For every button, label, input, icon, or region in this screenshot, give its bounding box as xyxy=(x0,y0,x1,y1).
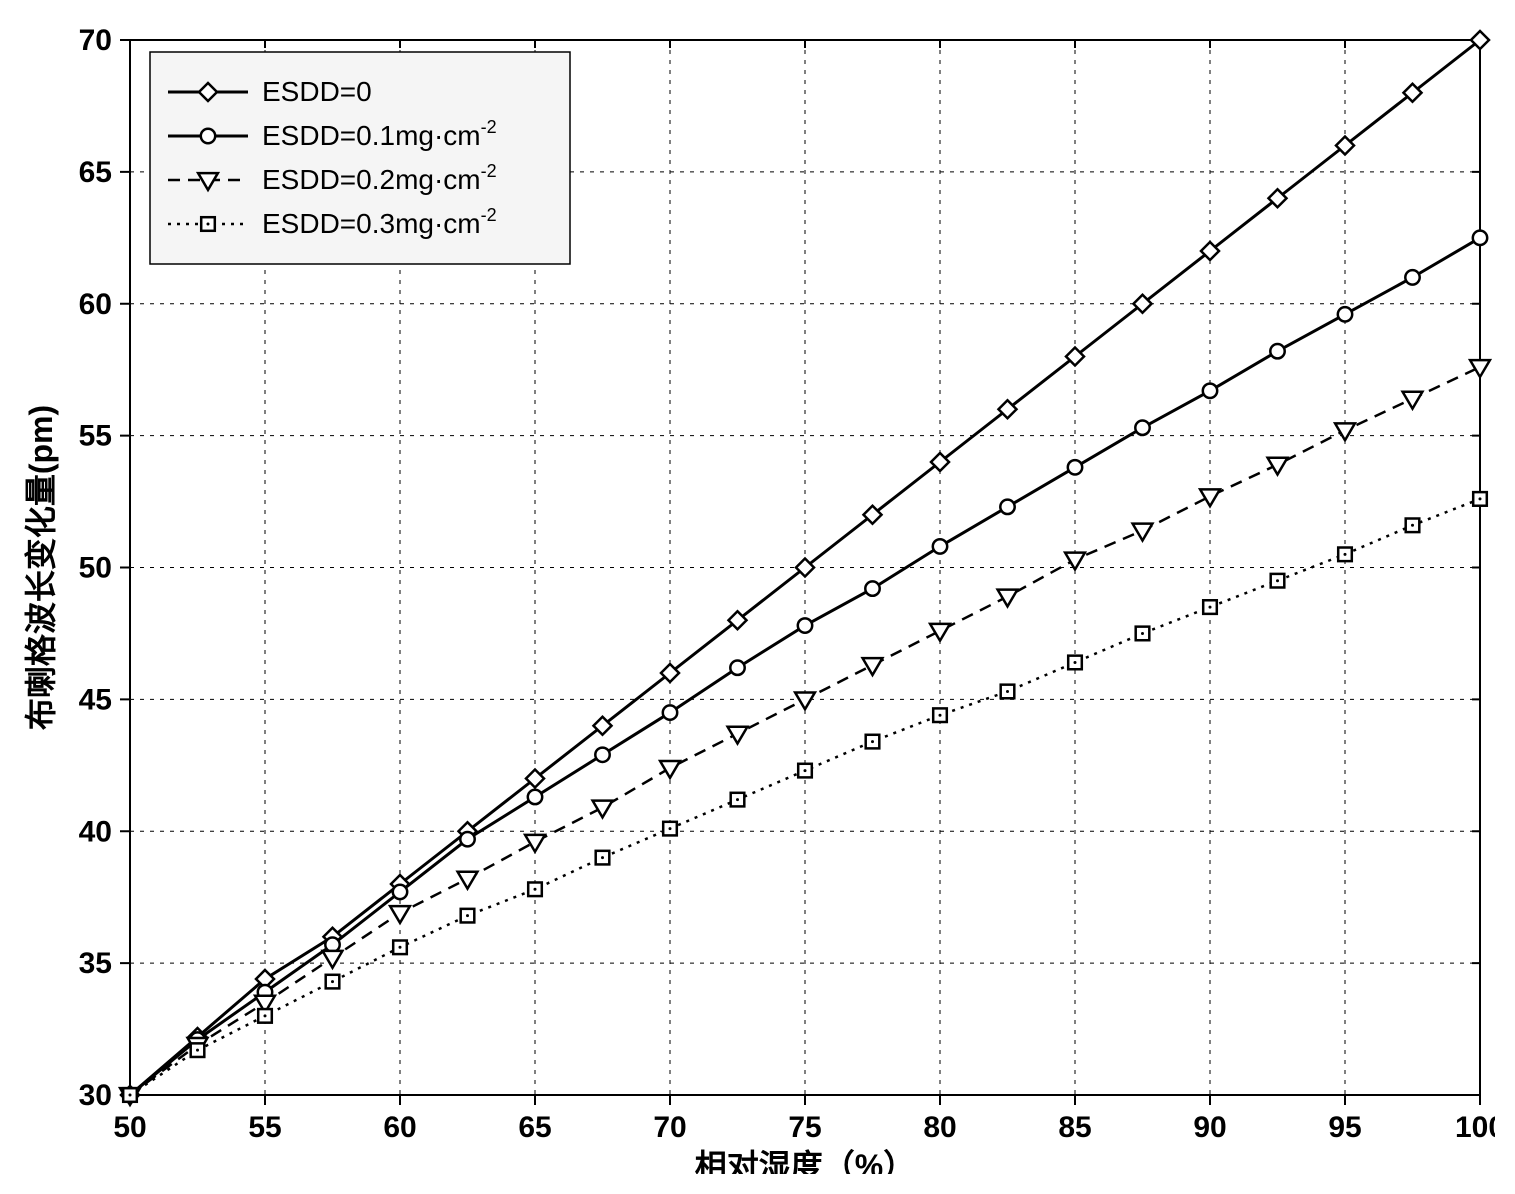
y-axis-label: 布喇格波长变化量(pm) xyxy=(23,405,59,730)
legend-label: ESDD=0.3mg·cm-2 xyxy=(262,205,497,239)
y-tick-label: 40 xyxy=(79,815,112,848)
y-tick-label: 65 xyxy=(79,156,112,189)
chart-svg: 50 55 60 65 70 75 80 85 90 95 100 30 35 40 45 50 55 60 65 7… xyxy=(20,20,1495,1174)
x-tick-label: 55 xyxy=(248,1111,281,1144)
chart-container: 50 55 60 65 70 75 80 85 90 95 100 30 35 40 45 50 55 60 65 7… xyxy=(20,20,1495,1174)
x-tick-label: 70 xyxy=(653,1111,686,1144)
y-tick-label: 35 xyxy=(79,947,112,980)
x-tick-label: 90 xyxy=(1193,1111,1226,1144)
x-tick-label: 75 xyxy=(788,1111,821,1144)
legend-label: ESDD=0 xyxy=(262,76,372,107)
x-tick-label: 85 xyxy=(1058,1111,1091,1144)
x-tick-label: 100 xyxy=(1455,1111,1495,1144)
legend-label: ESDD=0.2mg·cm-2 xyxy=(262,161,497,195)
legend-label: ESDD=0.1mg·cm-2 xyxy=(262,117,497,151)
x-tick-label: 50 xyxy=(113,1111,146,1144)
y-tick-label: 45 xyxy=(79,683,112,716)
y-tick-label: 50 xyxy=(79,552,112,585)
y-tick-label: 70 xyxy=(79,24,112,57)
x-tick-label: 65 xyxy=(518,1111,551,1144)
x-tick-label: 95 xyxy=(1328,1111,1361,1144)
x-tick-label: 60 xyxy=(383,1111,416,1144)
y-tick-label: 55 xyxy=(79,420,112,453)
x-axis-label: 相对湿度（%） xyxy=(695,1148,915,1174)
legend: ESDD=0 ESDD=0.1mg·cm-2 ESDD=0.2mg·cm-2 ESDD… xyxy=(150,52,570,264)
x-tick-label: 80 xyxy=(923,1111,956,1144)
y-tick-label: 60 xyxy=(79,288,112,321)
y-tick-label: 30 xyxy=(79,1079,112,1112)
